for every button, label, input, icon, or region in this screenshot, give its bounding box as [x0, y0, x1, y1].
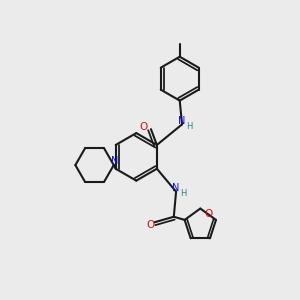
Text: N: N — [172, 183, 180, 194]
Text: N: N — [110, 155, 118, 166]
Text: N: N — [178, 116, 186, 126]
Text: O: O — [146, 220, 154, 230]
Text: O: O — [204, 209, 212, 219]
Text: H: H — [180, 189, 186, 198]
Text: O: O — [140, 122, 148, 132]
Text: H: H — [186, 122, 192, 131]
